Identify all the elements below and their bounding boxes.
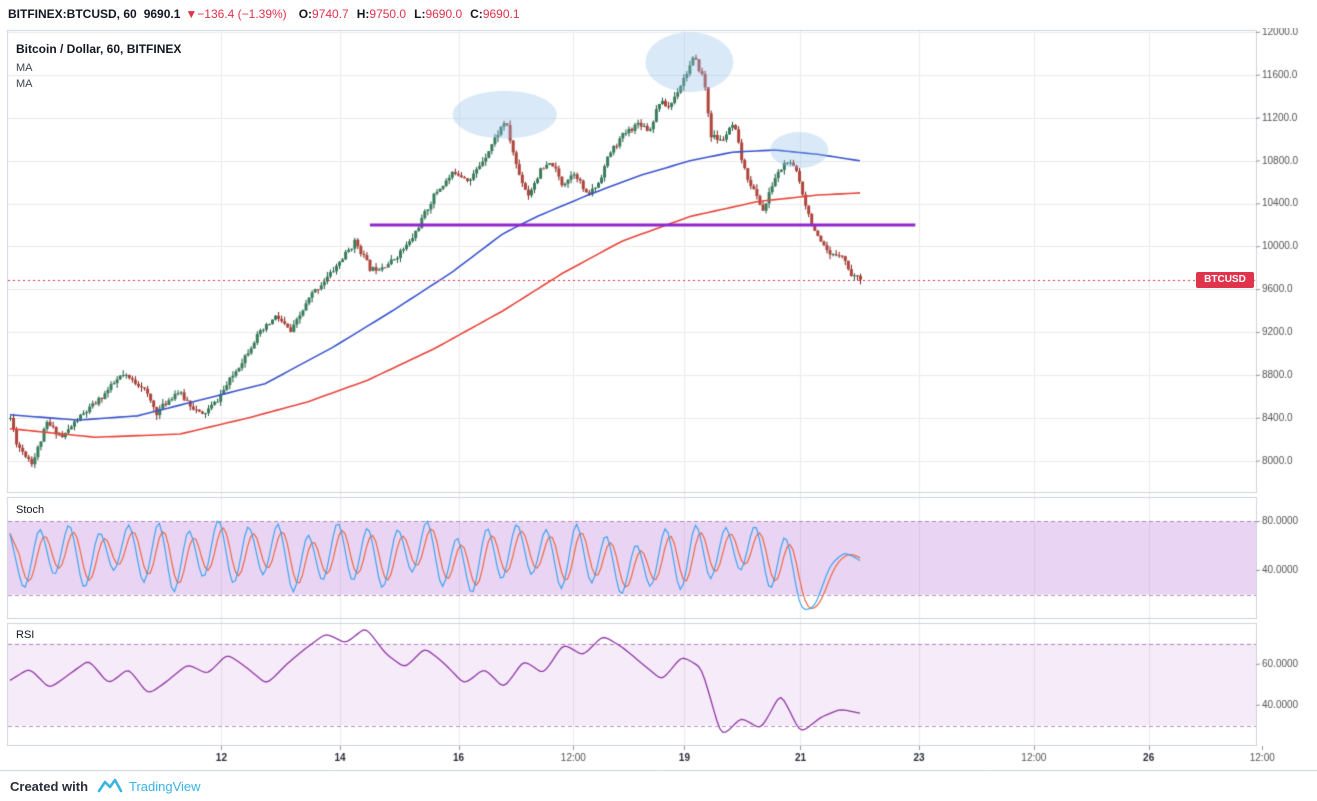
low-value: 9690.0 — [425, 7, 463, 21]
low-label: L: — [414, 7, 426, 21]
last-price: 9690.1 — [143, 7, 181, 21]
open-value: 9740.7 — [312, 7, 349, 21]
close-label: C: — [470, 7, 483, 21]
stoch-pane-label[interactable]: Stoch — [16, 504, 45, 516]
last-price-tag: BTCUSD — [1196, 272, 1254, 288]
high-value: 9750.0 — [369, 7, 407, 21]
symbol-header: BITFINEX:BTCUSD, 60 9690.1 ▼ −136.4 (−1.… — [0, 0, 1317, 28]
close-value: 9690.1 — [482, 7, 520, 21]
legend-symbol-title[interactable]: Bitcoin / Dollar, 60, BITFINEX — [16, 42, 182, 56]
footer: Created with TradingView — [0, 772, 1317, 801]
high-label: H: — [356, 7, 370, 21]
legend-ma1[interactable]: MA — [16, 62, 33, 74]
rsi-pane-label[interactable]: RSI — [16, 629, 35, 641]
chart-legend: Bitcoin / Dollar, 60, BITFINEX MA MA — [16, 42, 181, 92]
legend-ma2[interactable]: MA — [16, 78, 33, 90]
tradingview-link[interactable]: TradingView — [129, 779, 201, 794]
open-label: O: — [298, 7, 313, 21]
symbol-title[interactable]: BITFINEX:BTCUSD, 60 — [8, 7, 137, 21]
down-arrow-icon: ▼ — [185, 7, 198, 21]
tradingview-logo-icon — [97, 778, 123, 796]
created-with-text: Created with — [10, 779, 89, 794]
price-change: −136.4 (−1.39%) — [197, 7, 287, 21]
